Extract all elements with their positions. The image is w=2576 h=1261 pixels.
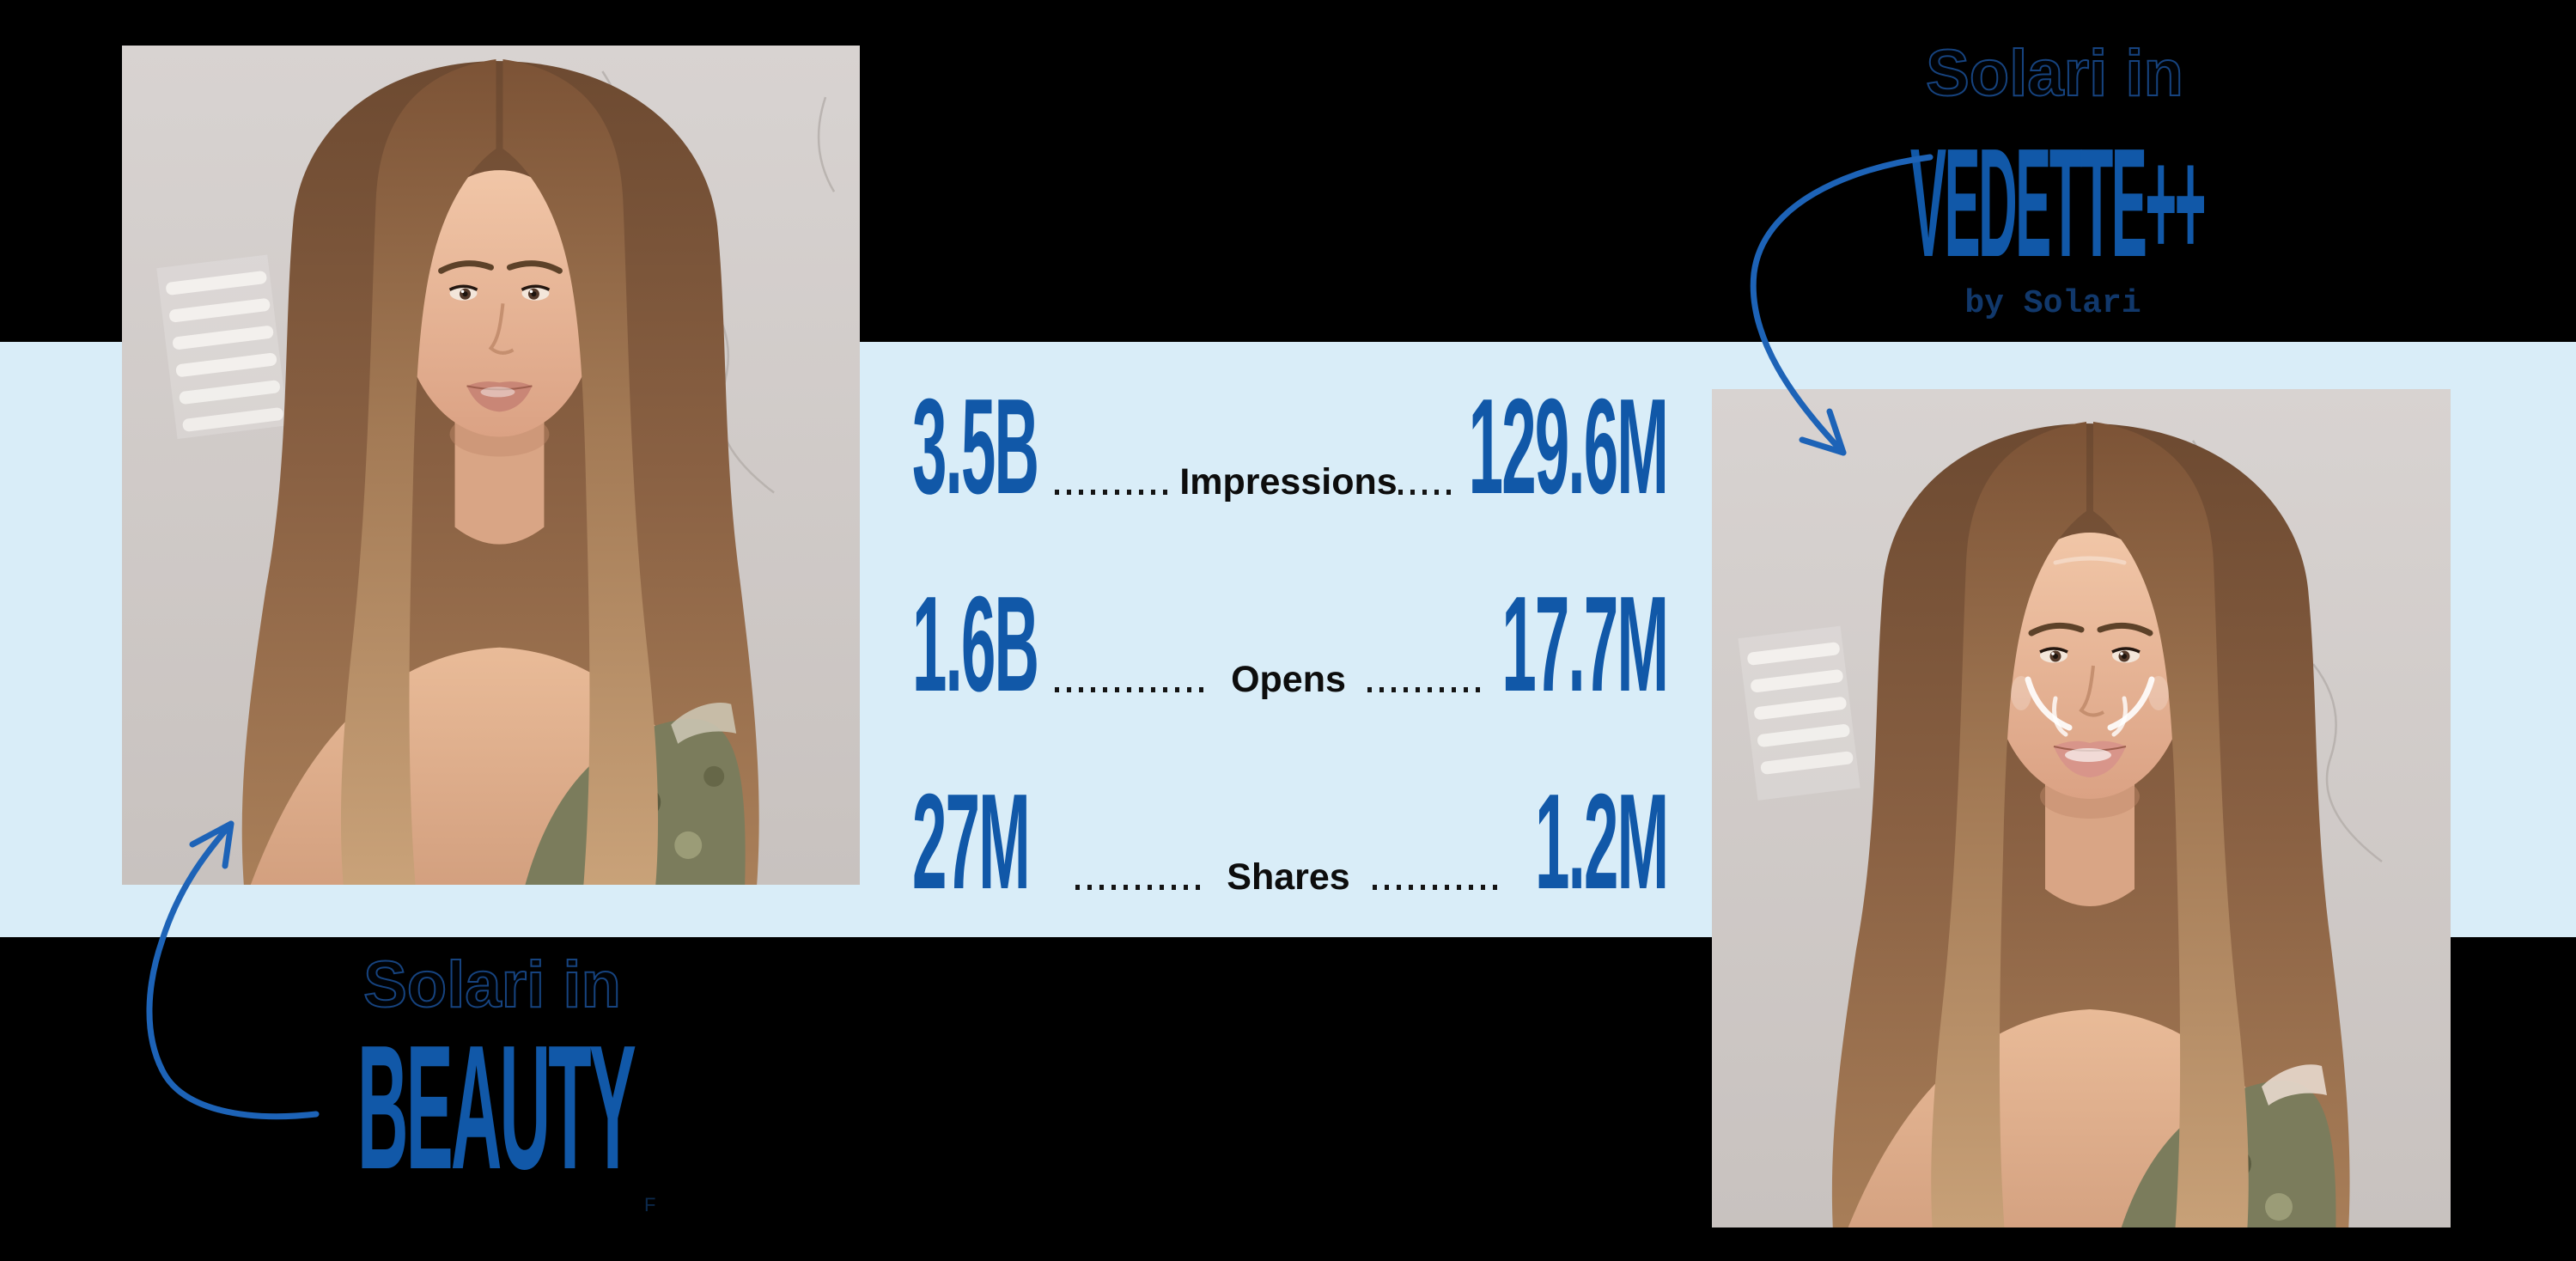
stat-value-right: 17.7M [1501, 569, 1669, 720]
title-vedette: VEDETTE++ [1910, 117, 2207, 289]
photo-after [1712, 389, 2451, 1227]
stat-value-left: 1.6B [912, 569, 1039, 720]
lips-glossy [2053, 740, 2127, 777]
dotted-leader [1075, 885, 1201, 890]
brand-name-bottom: Solari in [362, 948, 622, 1021]
person [241, 59, 759, 885]
ar-filter-marks [2011, 556, 2169, 737]
dotted-leader [1373, 885, 1501, 890]
dotted-leader [1398, 490, 1452, 495]
byline: by Solari [1964, 285, 2141, 322]
stat-value-left: 3.5B [912, 371, 1039, 522]
person [1831, 422, 2350, 1227]
lips [466, 381, 533, 412]
watermark-glyph: F [644, 1194, 656, 1215]
stat-value-right: 1.2M [1534, 766, 1669, 917]
window-blinds-reflection [156, 254, 289, 440]
title-beauty: BEAUTY [357, 1008, 636, 1206]
stat-label: Shares [1227, 856, 1350, 898]
stat-label: Impressions [1179, 461, 1398, 503]
window-blinds-reflection [1738, 625, 1860, 801]
eyes [2039, 647, 2141, 663]
dotted-leader [1367, 687, 1484, 692]
eyes [448, 284, 551, 301]
portrait-before-illustration [122, 46, 860, 885]
portrait-after-illustration [1712, 389, 2451, 1227]
dotted-leader [1055, 490, 1168, 495]
brand-name-top: Solari in [1925, 37, 2184, 110]
photo-before [122, 46, 860, 885]
stat-value-right: 129.6M [1468, 371, 1669, 522]
stat-label: Opens [1231, 659, 1346, 700]
stat-value-left: 27M [912, 766, 1031, 917]
dotted-leader [1055, 687, 1208, 692]
